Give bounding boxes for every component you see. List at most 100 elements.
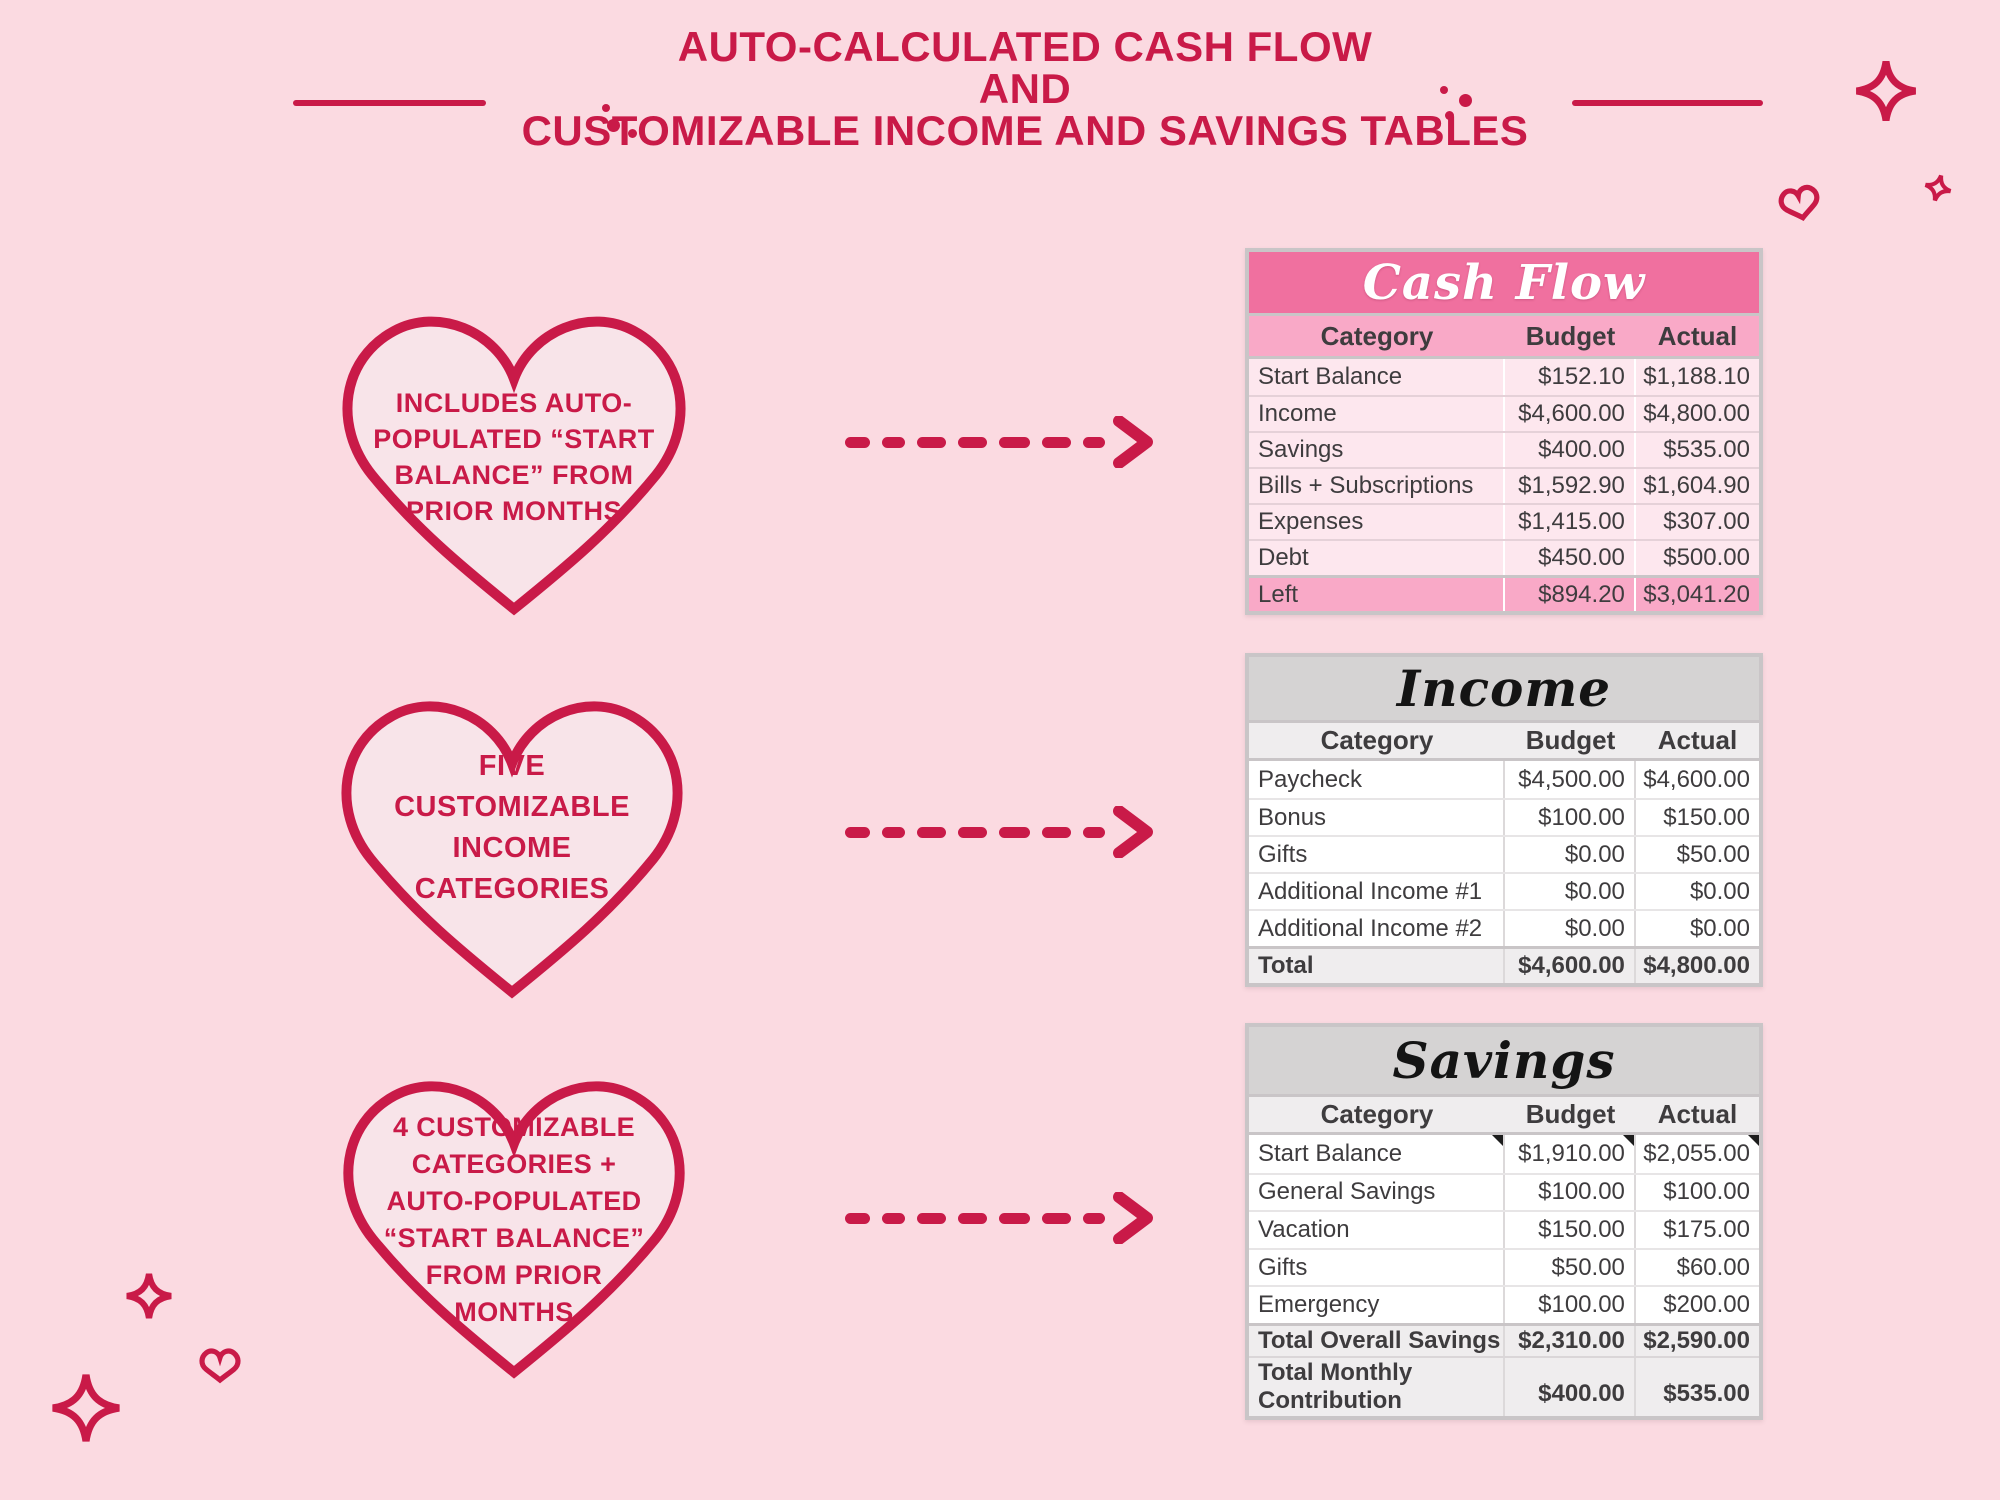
sparkle-large-bottom-left-icon bbox=[50, 1372, 122, 1444]
savings-table-title: Savings bbox=[1249, 1027, 1759, 1097]
feature-heart-income: FIVE CUSTOMIZABLE INCOME CATEGORIES bbox=[317, 676, 707, 1018]
table-row: Savings $400.00 $535.00 bbox=[1249, 431, 1759, 467]
actual-cell: $3,041.20 bbox=[1643, 580, 1750, 608]
column-header-actual: Actual bbox=[1657, 725, 1738, 755]
budget-cell: $4,600.00 bbox=[1505, 397, 1636, 431]
table-row: Total $4,600.00 $4,800.00 bbox=[1249, 946, 1759, 983]
table-row: Additional Income #1 $0.00 $0.00 bbox=[1249, 872, 1759, 909]
budget-cell: $100.00 bbox=[1505, 800, 1636, 835]
category-cell: Gifts bbox=[1249, 1249, 1505, 1286]
budget-cell: $0.00 bbox=[1505, 874, 1636, 909]
column-header-budget: Budget bbox=[1525, 725, 1616, 755]
category-cell: Bonus bbox=[1249, 800, 1505, 835]
dots-cluster-right-icon bbox=[1437, 82, 1481, 126]
title-line-2: AND bbox=[978, 65, 1072, 112]
budget-cell: $0.00 bbox=[1505, 837, 1636, 872]
category-cell: Left bbox=[1249, 578, 1505, 611]
category-cell: Additional Income #2 bbox=[1249, 911, 1505, 946]
category-cell: Additional Income #1 bbox=[1249, 874, 1505, 909]
heart-outline-icon bbox=[343, 1081, 685, 1379]
actual-cell: $1,188.10 bbox=[1643, 363, 1750, 390]
page-title: AUTO-CALCULATED CASH FLOW AND CUSTOMIZAB… bbox=[300, 26, 1750, 152]
cash-flow-column-header-row: Category Budget Actual bbox=[1249, 316, 1759, 359]
category-cell: Vacation bbox=[1249, 1212, 1505, 1248]
category-cell: Debt bbox=[1249, 541, 1505, 575]
feature-heart-savings: 4 CUSTOMIZABLE CATEGORIES + AUTO-POPULAT… bbox=[319, 1053, 709, 1401]
table-row: Debt $450.00 $500.00 bbox=[1249, 539, 1759, 575]
savings-rows: Start Balance $1,910.00 $2,055.00 General S… bbox=[1249, 1135, 1759, 1416]
table-row: General Savings $100.00 $100.00 bbox=[1249, 1172, 1759, 1211]
decor-line-right bbox=[1572, 100, 1763, 106]
sparkle-large-top-right-icon bbox=[1854, 56, 1918, 126]
budget-cell: $400.00 bbox=[1505, 433, 1636, 467]
table-row: Income $4,600.00 $4,800.00 bbox=[1249, 395, 1759, 431]
budget-cell: $0.00 bbox=[1505, 911, 1636, 946]
budget-cell: $50.00 bbox=[1505, 1249, 1636, 1286]
dashed-arrow-to-savings-icon bbox=[845, 1192, 1161, 1244]
column-header-actual: Actual bbox=[1657, 320, 1738, 351]
cash-flow-rows: Start Balance $152.10 $1,188.10 Income $4,60… bbox=[1249, 359, 1759, 611]
actual-cell: $4,600.00 bbox=[1643, 765, 1750, 793]
category-cell: General Savings bbox=[1249, 1174, 1505, 1211]
budget-cell: $4,600.00 bbox=[1505, 949, 1636, 983]
category-cell: Income bbox=[1249, 397, 1505, 431]
category-cell: Start Balance bbox=[1249, 1135, 1505, 1173]
table-row: Paycheck $4,500.00 $4,600.00 bbox=[1249, 761, 1759, 798]
title-line-3: CUSTOMIZABLE INCOME AND SAVINGS TABLES bbox=[521, 107, 1529, 154]
actual-cell: $500.00 bbox=[1663, 544, 1750, 571]
cash-flow-table-title: Cash Flow bbox=[1249, 252, 1759, 316]
actual-cell: $0.00 bbox=[1689, 914, 1750, 942]
category-cell: Gifts bbox=[1249, 837, 1505, 872]
actual-cell: $535.00 bbox=[1663, 436, 1750, 463]
dashed-arrow-to-cash-flow-icon bbox=[845, 416, 1161, 468]
actual-cell: $175.00 bbox=[1663, 1215, 1750, 1243]
category-cell: Paycheck bbox=[1249, 761, 1505, 798]
column-header-category: Category bbox=[1320, 1099, 1434, 1129]
actual-cell: $4,800.00 bbox=[1643, 952, 1750, 979]
budget-cell: $100.00 bbox=[1505, 1174, 1636, 1211]
cash-flow-table: Cash Flow Category Budget Actual Start B… bbox=[1245, 248, 1763, 615]
column-header-actual: Actual bbox=[1657, 1099, 1738, 1129]
cell-comment-marker-icon bbox=[1491, 1135, 1503, 1146]
category-cell: Savings bbox=[1249, 433, 1505, 467]
income-rows: Paycheck $4,500.00 $4,600.00 Bonus $100.00 $1… bbox=[1249, 761, 1759, 983]
table-row: Gifts $0.00 $50.00 bbox=[1249, 835, 1759, 872]
dashed-arrow-to-income-icon bbox=[845, 806, 1161, 858]
cell-comment-marker-icon bbox=[1622, 1135, 1634, 1146]
heart-outline-icon bbox=[342, 316, 686, 616]
table-row: Total Overall Savings $2,310.00 $2,590.00 bbox=[1249, 1322, 1759, 1356]
actual-cell: $150.00 bbox=[1663, 803, 1750, 831]
budget-cell: $1,910.00 bbox=[1505, 1135, 1636, 1173]
category-cell: Total Monthly Contribution bbox=[1249, 1357, 1505, 1416]
income-table: Income Category Budget Actual Paycheck $4… bbox=[1245, 653, 1763, 987]
budget-cell: $100.00 bbox=[1505, 1287, 1636, 1323]
budget-cell: $1,592.90 bbox=[1505, 469, 1636, 503]
savings-column-header-row: Category Budget Actual bbox=[1249, 1097, 1759, 1135]
budget-cell: $4,500.00 bbox=[1505, 761, 1636, 798]
actual-cell: $307.00 bbox=[1663, 508, 1750, 535]
actual-cell: $50.00 bbox=[1676, 840, 1750, 868]
budget-cell: $894.20 bbox=[1505, 578, 1636, 611]
budget-cell: $2,310.00 bbox=[1505, 1325, 1636, 1356]
table-row: Total Monthly Contribution $400.00 $535.00 bbox=[1249, 1355, 1759, 1416]
budget-cell: $400.00 bbox=[1505, 1357, 1636, 1416]
column-header-category: Category bbox=[1320, 320, 1434, 351]
table-row: Start Balance $152.10 $1,188.10 bbox=[1249, 359, 1759, 395]
table-row: Gifts $50.00 $60.00 bbox=[1249, 1247, 1759, 1286]
actual-cell: $2,055.00 bbox=[1636, 1135, 1759, 1173]
actual-cell: $60.00 bbox=[1676, 1253, 1750, 1281]
actual-cell: $200.00 bbox=[1663, 1291, 1750, 1319]
income-column-header-row: Category Budget Actual bbox=[1249, 723, 1759, 761]
table-row: Bonus $100.00 $150.00 bbox=[1249, 798, 1759, 835]
actual-cell: $1,604.90 bbox=[1643, 472, 1750, 499]
budget-cell: $1,415.00 bbox=[1505, 505, 1636, 539]
category-cell: Start Balance bbox=[1249, 359, 1505, 395]
small-heart-top-right-icon bbox=[1777, 182, 1824, 226]
table-row: Emergency $100.00 $200.00 bbox=[1249, 1285, 1759, 1323]
table-row: Bills + Subscriptions $1,592.90 $1,604.90 bbox=[1249, 467, 1759, 503]
table-row: Start Balance $1,910.00 $2,055.00 bbox=[1249, 1135, 1759, 1173]
cell-comment-marker-icon bbox=[1748, 1135, 1759, 1146]
actual-cell: $4,800.00 bbox=[1643, 400, 1750, 427]
income-table-title: Income bbox=[1249, 657, 1759, 723]
